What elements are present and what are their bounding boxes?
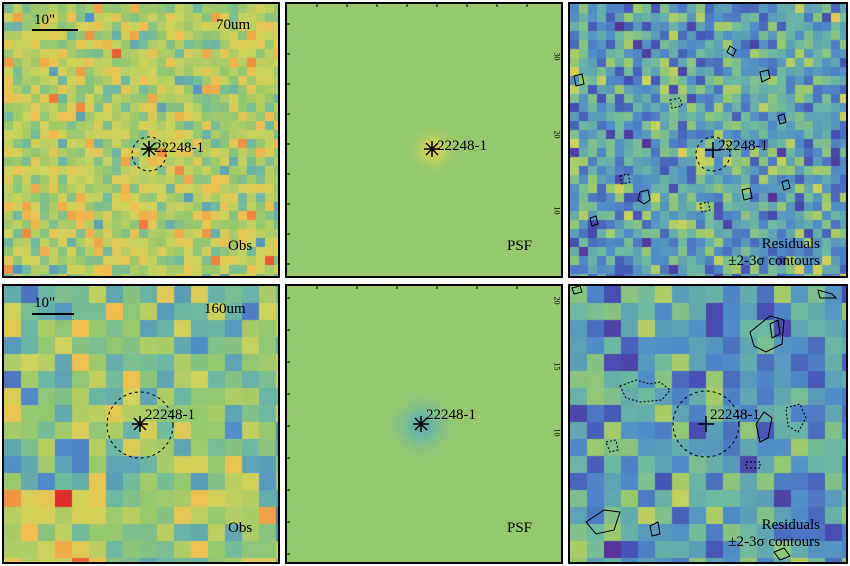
source-label: 22248-1 bbox=[710, 407, 760, 423]
panel-label-residuals: Residuals bbox=[761, 236, 820, 252]
source-label: 22248-1 bbox=[145, 407, 195, 423]
axis-tick-label: 20 bbox=[552, 296, 562, 305]
psf-overlay-70um bbox=[287, 4, 528, 265]
psf-overlay-160um bbox=[287, 286, 518, 555]
axis-tick-label: 10 bbox=[552, 428, 562, 437]
residual-panel-70um: 22248-1 Residuals ±2-3σ contours bbox=[568, 2, 848, 278]
obs-image-70um bbox=[4, 4, 278, 276]
negative-contours bbox=[619, 97, 711, 213]
panel-label-psf: PSF bbox=[507, 520, 533, 536]
source-marker bbox=[132, 416, 148, 432]
obs-panel-70um: 10" 70um 22248-1 Obs bbox=[2, 2, 280, 278]
source-label: 22248-1 bbox=[154, 140, 204, 156]
panel-label-psf: PSF bbox=[507, 238, 533, 254]
aperture-circle bbox=[131, 136, 167, 172]
band-label: 70um bbox=[216, 17, 251, 33]
panel-label-residuals: Residuals bbox=[761, 517, 820, 533]
source-marker bbox=[413, 416, 429, 432]
panel-label-contours: ±2-3σ contours bbox=[728, 534, 820, 550]
negative-contours bbox=[605, 379, 807, 469]
axis-tick-label: 10 bbox=[552, 206, 562, 215]
source-marker bbox=[424, 141, 440, 157]
residual-contours bbox=[573, 45, 791, 227]
scale-bar-label: 10" bbox=[34, 295, 56, 311]
panel-label-obs: Obs bbox=[228, 520, 253, 536]
residual-overlay-160um bbox=[571, 286, 838, 561]
residual-overlay-70um bbox=[573, 45, 791, 227]
residual-panel-160um: 22248-1 Residuals ±2-3σ contours bbox=[568, 284, 848, 564]
aperture-circle bbox=[695, 136, 731, 172]
psf-panel-160um: 20 15 10 22248-1 PSF bbox=[285, 284, 563, 564]
source-marker bbox=[698, 416, 714, 432]
panel-label-contours: ±2-3σ contours bbox=[728, 253, 820, 269]
axis-ticks bbox=[287, 286, 518, 555]
axis-ticks bbox=[287, 4, 528, 265]
band-label: 160um bbox=[204, 301, 246, 317]
aperture-circle bbox=[106, 391, 174, 459]
source-label: 22248-1 bbox=[718, 138, 768, 154]
psf-image-70um bbox=[287, 4, 561, 276]
axis-tick-label: 15 bbox=[552, 362, 562, 371]
source-label: 22248-1 bbox=[437, 138, 487, 154]
axis-tick-label: 30 bbox=[552, 52, 562, 61]
panel-label-obs: Obs bbox=[228, 238, 253, 254]
scale-bar-label: 10" bbox=[34, 12, 56, 28]
psf-panel-70um: 30 20 10 22248-1 PSF bbox=[285, 2, 563, 278]
residual-contours bbox=[571, 286, 838, 561]
obs-overlay-70um bbox=[32, 29, 167, 172]
source-label: 22248-1 bbox=[426, 407, 476, 423]
source-marker bbox=[141, 141, 157, 157]
source-marker bbox=[705, 142, 721, 158]
obs-overlay-160um bbox=[32, 313, 174, 459]
aperture-circle bbox=[672, 390, 740, 458]
obs-panel-160um: 10" 160um 22248-1 Obs bbox=[2, 284, 280, 564]
axis-tick-label: 20 bbox=[552, 130, 562, 139]
residual-image-70um bbox=[570, 4, 846, 276]
